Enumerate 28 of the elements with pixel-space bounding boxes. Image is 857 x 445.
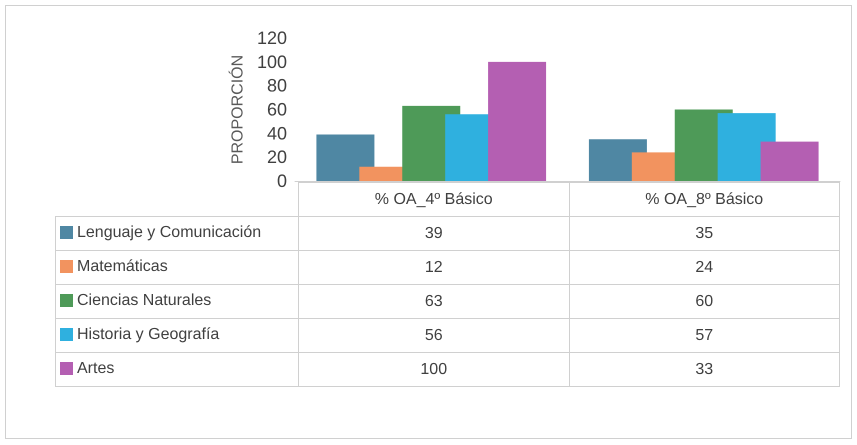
bar [760,142,819,181]
data-label: 39 [298,216,569,250]
y-tick-label: 40 [266,123,287,144]
y-tick-label: 120 [256,28,287,48]
legend-label: Matemáticas [56,250,298,284]
data-label: 12 [298,250,569,284]
x-tick-label: % OA_4º Básico [298,182,569,216]
y-axis-title: PROPORCIÓN [228,54,247,164]
data-label: 35 [569,216,840,250]
y-tick-label: 60 [266,100,287,120]
data-label: 33 [569,352,840,386]
data-label: 56 [298,318,569,352]
legend-label: Historia y Geografía [56,318,298,352]
legend-label: Lenguaje y Comunicación [56,216,298,250]
y-tick-label: 20 [266,147,287,168]
y-tick-label: 80 [266,76,287,96]
bar [488,62,546,181]
legend-label: Ciencias Naturales [56,284,298,318]
data-label: 24 [569,250,840,284]
bar [316,134,374,181]
legend-label: Artes [56,352,298,386]
y-tick-label: 100 [256,52,287,72]
data-label: 57 [569,318,840,352]
x-tick-label: % OA_8º Básico [569,182,840,216]
data-label: 100 [298,352,569,386]
y-tick-label: 0 [276,171,287,191]
data-label: 63 [298,284,569,318]
data-label: 60 [569,284,840,318]
